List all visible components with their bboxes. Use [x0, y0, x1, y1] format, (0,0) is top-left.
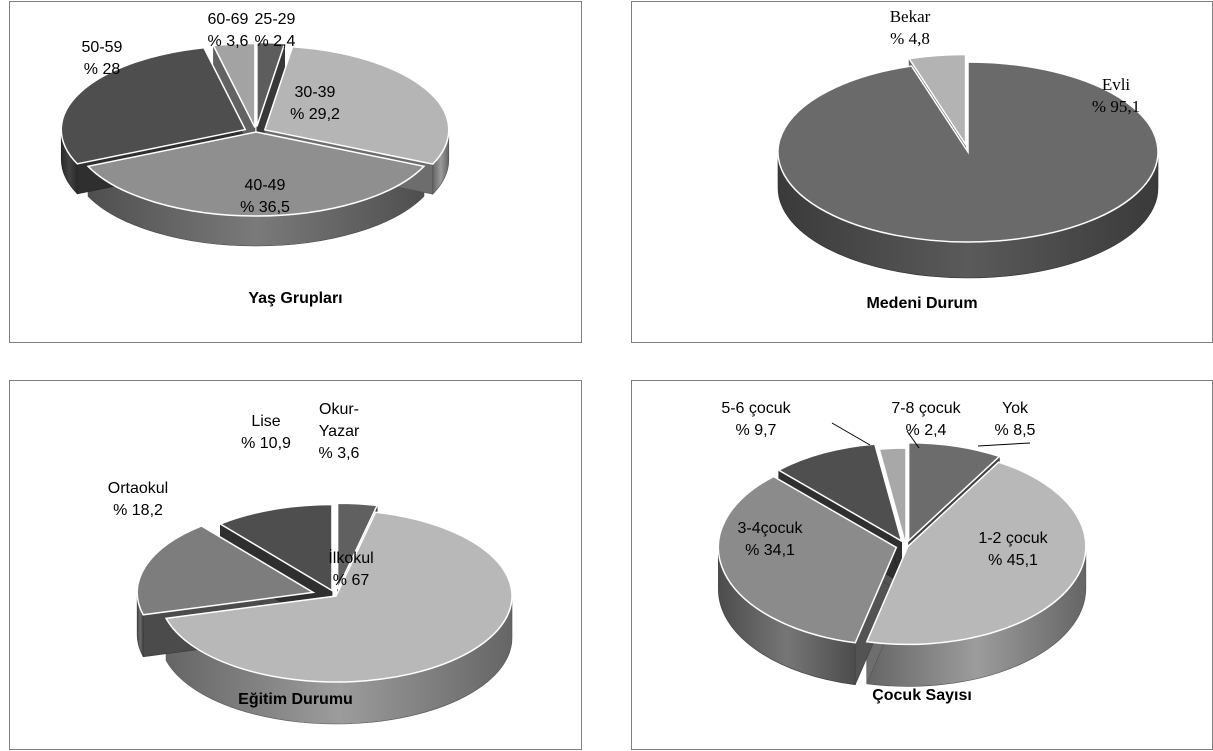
- pie-slice-60-69: [212, 42, 256, 128]
- chart-title: Yaş Grupları: [248, 290, 343, 307]
- data-label-25-29: 25-29% 2,4: [255, 11, 296, 50]
- pie-slice-evli: [777, 61, 1159, 243]
- chart-title: Çocuk Sayısı: [872, 687, 972, 704]
- pie-chart-yas-gruplari: 25-29% 2,4 30-39% 29,2 40-49% 36,5 50-59% 2…: [60, 11, 450, 247]
- data-label-bekar: Bekar% 4,8: [890, 7, 931, 48]
- pie-chart-egitim-durumu: Okur-Yazar% 3,6 İlkokul% 67 Ortaokul% 18,2…: [108, 401, 513, 725]
- pie-chart-medeni-durum: Evli% 95,1 Bekar% 4,8: [777, 7, 1159, 279]
- data-label-ortaokul: Ortaokul% 18,2: [108, 480, 168, 519]
- data-label-7-8-ocuk: 7-8 çocuk% 2,4: [891, 400, 961, 439]
- chart-panel-egitim-durumu: Okur-Yazar% 3,6 İlkokul% 67 Ortaokul% 18,2…: [9, 380, 582, 750]
- pie-slice-i-lkokul: [164, 511, 513, 683]
- pie-chart-cocuk-sayisi: Yok% 8,5 1-2 çocuk% 45,1 3-4çocuk% 34,1 5-6…: [717, 400, 1087, 687]
- pie-slice-ortaokul: [136, 525, 316, 616]
- pie-slice-25-29: [256, 41, 286, 127]
- pie-slice-lise: [218, 503, 333, 592]
- data-label-lise: Lise% 10,9: [241, 413, 291, 452]
- pie-slice-5-6-ocuk: [777, 443, 903, 543]
- data-label-30-39: 30-39% 29,2: [290, 84, 340, 123]
- data-label-1-2-ocuk: 1-2 çocuk% 45,1: [978, 530, 1048, 569]
- leader-line-yok: [977, 442, 1031, 447]
- pie-slice-bekar: [907, 53, 967, 148]
- data-label-3-4-ocuk: 3-4çocuk% 34,1: [738, 520, 804, 559]
- chart-title: Medeni Durum: [866, 295, 978, 312]
- leader-line-5-6-ocuk: [831, 422, 871, 446]
- pie-slice-7-8-ocuk: [878, 447, 907, 547]
- pie-slice-50-59: [60, 46, 247, 165]
- data-label-50-59: 50-59% 28: [82, 39, 123, 78]
- chart-panel-yas-gruplari: 25-29% 2,4 30-39% 29,2 40-49% 36,5 50-59% 2…: [9, 1, 582, 343]
- data-label-evli: Evli% 95,1: [1092, 75, 1140, 116]
- data-label-yok: Yok% 8,5: [995, 400, 1036, 439]
- data-label-okur-yazar: Okur-Yazar% 3,6: [319, 401, 360, 462]
- chart-panel-medeni-durum: Evli% 95,1 Bekar% 4,8 Medeni Durum: [631, 1, 1213, 343]
- pie-slice-3-4-ocuk: [717, 475, 898, 644]
- pie-slice-30-39: [263, 45, 450, 165]
- pie-slice-yok: [907, 441, 1001, 543]
- pie-slice-okur-yazar: [336, 502, 379, 590]
- pie-slice-40-49: [86, 131, 426, 217]
- pie-slice-1-2-ocuk: [865, 461, 1087, 646]
- chart-panel-cocuk-sayisi: Yok% 8,5 1-2 çocuk% 45,1 3-4çocuk% 34,1 5-6…: [631, 380, 1213, 750]
- data-label-5-6-ocuk: 5-6 çocuk% 9,7: [721, 400, 791, 439]
- chart-title: Eğitim Durumu: [238, 691, 353, 708]
- data-label-i-lkokul: İlkokul% 67: [328, 548, 373, 589]
- leader-line-7-8-ocuk: [906, 430, 920, 449]
- data-label-40-49: 40-49% 36,5: [240, 177, 290, 216]
- data-label-60-69: 60-69% 3,6: [208, 11, 249, 50]
